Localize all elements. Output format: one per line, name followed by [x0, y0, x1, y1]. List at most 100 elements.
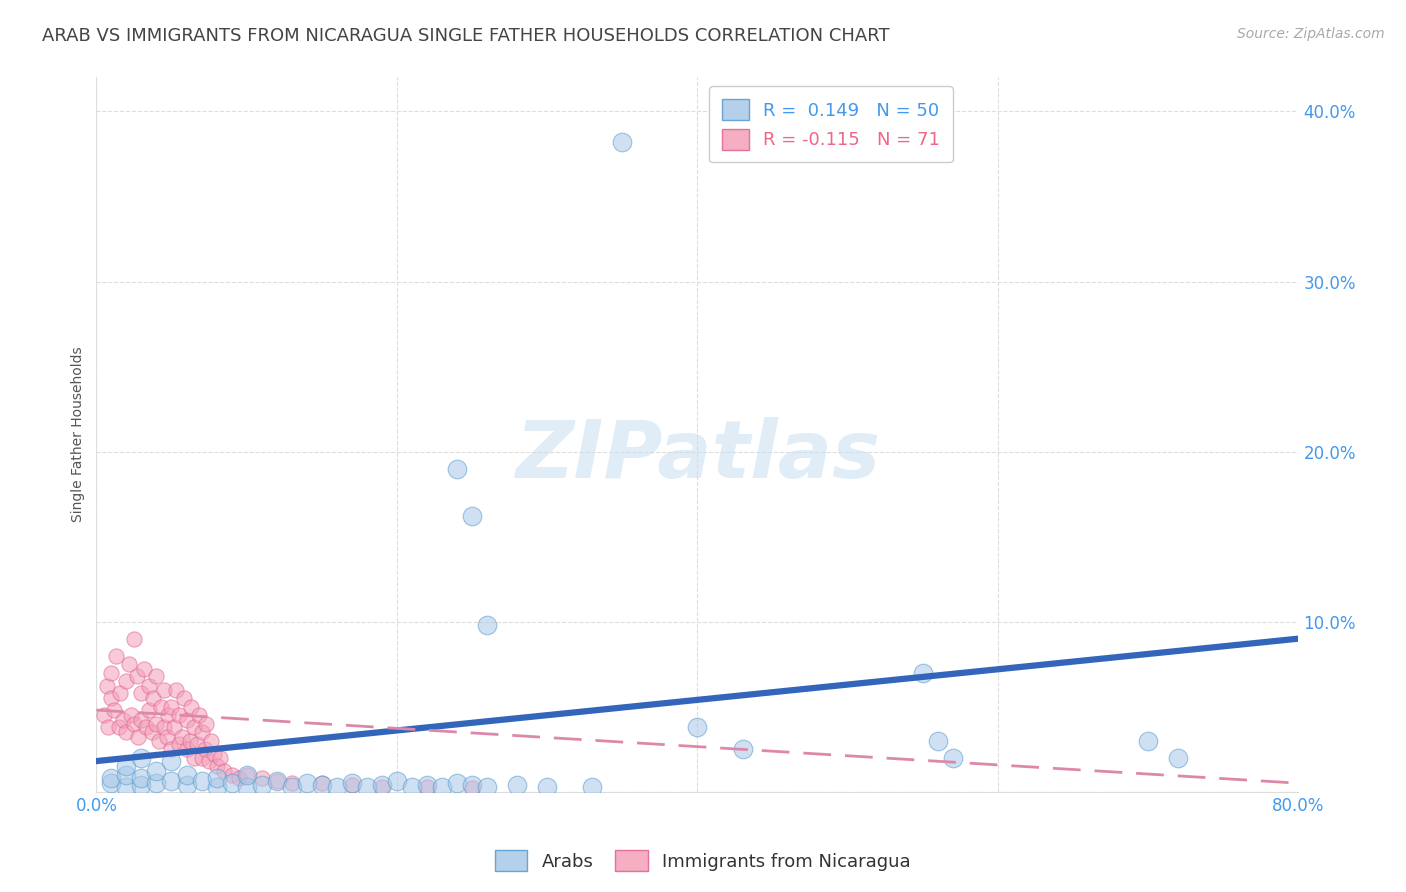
- Point: [118, 657, 141, 672]
- Point: [149, 699, 172, 714]
- Text: Source: ZipAtlas.com: Source: ZipAtlas.com: [1237, 27, 1385, 41]
- Point: [475, 618, 498, 632]
- Point: [148, 733, 170, 747]
- Point: [942, 750, 965, 764]
- Point: [157, 708, 180, 723]
- Point: [385, 774, 408, 789]
- Point: [131, 771, 153, 785]
- Point: [235, 767, 257, 781]
- Point: [187, 708, 209, 723]
- Point: [156, 731, 179, 745]
- Point: [1167, 750, 1189, 764]
- Point: [371, 778, 394, 792]
- Point: [160, 742, 183, 756]
- Point: [190, 725, 212, 739]
- Point: [160, 754, 183, 768]
- Point: [145, 764, 167, 779]
- Point: [104, 648, 127, 663]
- Point: [138, 679, 160, 693]
- Point: [125, 669, 148, 683]
- Point: [461, 781, 484, 796]
- Legend: R =  0.149   N = 50, R = -0.115   N = 71: R = 0.149 N = 50, R = -0.115 N = 71: [709, 87, 953, 162]
- Point: [461, 509, 484, 524]
- Point: [446, 461, 468, 475]
- Point: [179, 733, 201, 747]
- Point: [138, 703, 160, 717]
- Point: [160, 774, 183, 789]
- Point: [280, 780, 302, 794]
- Point: [221, 776, 243, 790]
- Point: [160, 699, 183, 714]
- Point: [170, 731, 193, 745]
- Point: [340, 778, 363, 792]
- Point: [122, 632, 145, 646]
- Point: [193, 742, 215, 756]
- Point: [145, 776, 167, 790]
- Point: [506, 778, 529, 792]
- Point: [120, 708, 142, 723]
- Point: [212, 764, 235, 779]
- Point: [100, 771, 122, 785]
- Point: [131, 750, 153, 764]
- Point: [202, 747, 225, 762]
- Point: [100, 691, 122, 706]
- Point: [612, 135, 634, 149]
- Point: [340, 776, 363, 790]
- Point: [205, 771, 228, 785]
- Point: [145, 669, 167, 683]
- Point: [198, 754, 221, 768]
- Point: [927, 733, 949, 747]
- Point: [167, 737, 190, 751]
- Point: [115, 780, 138, 794]
- Point: [1137, 733, 1160, 747]
- Point: [180, 699, 202, 714]
- Point: [235, 780, 257, 794]
- Point: [581, 780, 603, 794]
- Legend: Arabs, Immigrants from Nicaragua: Arabs, Immigrants from Nicaragua: [488, 843, 918, 879]
- Point: [183, 750, 205, 764]
- Point: [176, 778, 198, 792]
- Point: [430, 780, 453, 794]
- Point: [536, 780, 558, 794]
- Point: [266, 774, 288, 789]
- Point: [190, 774, 212, 789]
- Point: [235, 767, 257, 781]
- Point: [250, 778, 273, 792]
- Point: [311, 778, 333, 792]
- Point: [221, 767, 243, 781]
- Point: [163, 720, 186, 734]
- Point: [112, 713, 135, 727]
- Point: [167, 708, 190, 723]
- Point: [190, 750, 212, 764]
- Point: [176, 713, 198, 727]
- Point: [93, 708, 115, 723]
- Text: ZIPatlas: ZIPatlas: [515, 417, 880, 495]
- Point: [731, 742, 754, 756]
- Point: [115, 674, 138, 689]
- Point: [416, 778, 439, 792]
- Point: [475, 780, 498, 794]
- Point: [131, 778, 153, 792]
- Point: [311, 776, 333, 790]
- Point: [176, 767, 198, 781]
- Point: [153, 720, 176, 734]
- Point: [131, 686, 153, 700]
- Point: [165, 682, 187, 697]
- Point: [145, 716, 167, 731]
- Text: ARAB VS IMMIGRANTS FROM NICARAGUA SINGLE FATHER HOUSEHOLDS CORRELATION CHART: ARAB VS IMMIGRANTS FROM NICARAGUA SINGLE…: [42, 27, 890, 45]
- Point: [200, 733, 222, 747]
- Point: [173, 691, 195, 706]
- Point: [911, 665, 934, 680]
- Point: [280, 776, 302, 790]
- Point: [122, 716, 145, 731]
- Point: [250, 771, 273, 785]
- Point: [208, 750, 231, 764]
- Point: [115, 759, 138, 773]
- Point: [228, 771, 250, 785]
- Y-axis label: Single Father Households: Single Father Households: [72, 347, 86, 523]
- Point: [100, 776, 122, 790]
- Point: [371, 780, 394, 794]
- Point: [127, 731, 149, 745]
- Point: [326, 780, 349, 794]
- Point: [186, 737, 208, 751]
